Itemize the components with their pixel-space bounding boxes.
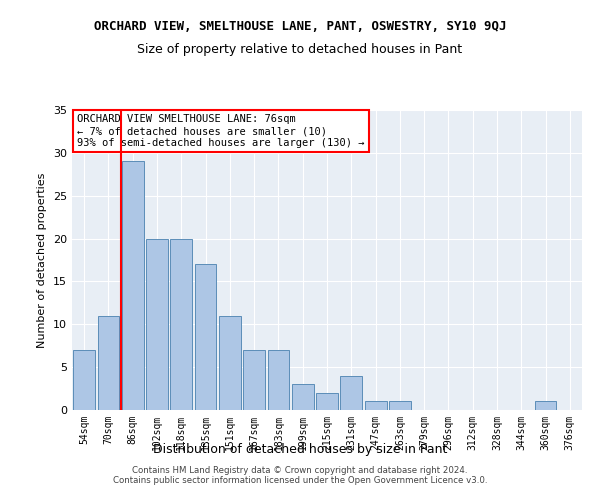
Bar [292, 384, 314, 410]
Bar [316, 393, 338, 410]
Bar [389, 402, 411, 410]
Bar [122, 162, 143, 410]
Bar [219, 316, 241, 410]
Bar [340, 376, 362, 410]
Y-axis label: Number of detached properties: Number of detached properties [37, 172, 47, 348]
Bar [194, 264, 217, 410]
Bar [170, 238, 192, 410]
Bar [97, 316, 119, 410]
Bar [365, 402, 386, 410]
Bar [73, 350, 95, 410]
Bar [146, 238, 168, 410]
Bar [535, 402, 556, 410]
Text: ORCHARD VIEW SMELTHOUSE LANE: 76sqm
← 7% of detached houses are smaller (10)
93%: ORCHARD VIEW SMELTHOUSE LANE: 76sqm ← 7%… [77, 114, 365, 148]
Text: Size of property relative to detached houses in Pant: Size of property relative to detached ho… [137, 42, 463, 56]
Bar [243, 350, 265, 410]
Bar [268, 350, 289, 410]
Text: Contains HM Land Registry data © Crown copyright and database right 2024.
Contai: Contains HM Land Registry data © Crown c… [113, 466, 487, 485]
Text: ORCHARD VIEW, SMELTHOUSE LANE, PANT, OSWESTRY, SY10 9QJ: ORCHARD VIEW, SMELTHOUSE LANE, PANT, OSW… [94, 20, 506, 33]
Text: Distribution of detached houses by size in Pant: Distribution of detached houses by size … [153, 444, 447, 456]
